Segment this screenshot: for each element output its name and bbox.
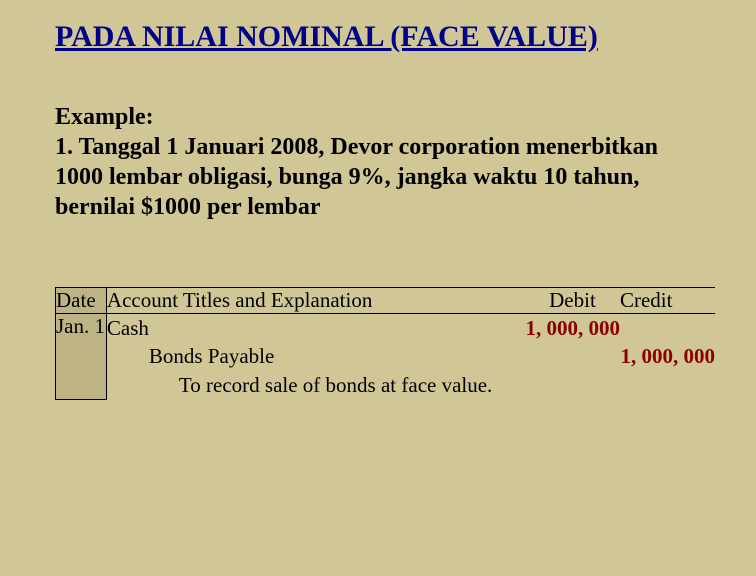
cell-date: Jan. 1 — [56, 314, 107, 400]
cell-account: Cash Bonds Payable To record sale of bon… — [106, 314, 525, 400]
example-text: 1. Tanggal 1 Januari 2008, Devor corpora… — [55, 132, 701, 222]
table-row: Jan. 1 Cash Bonds Payable To record sale… — [56, 314, 716, 400]
journal-entry-table: Date Account Titles and Explanation Debi… — [55, 287, 715, 400]
account-line-bonds: Bonds Payable — [107, 342, 525, 370]
account-line-cash: Cash — [107, 314, 525, 342]
table-header-row: Date Account Titles and Explanation Debi… — [56, 288, 716, 314]
debit-amount: 1, 000, 000 — [525, 316, 620, 341]
cell-credit: 1, 000, 000 — [620, 314, 715, 400]
account-line-explanation: To record sale of bonds at face value. — [107, 371, 525, 399]
slide-title: PADA NILAI NOMINAL (FACE VALUE) — [55, 20, 701, 54]
header-credit: Credit — [620, 288, 715, 314]
credit-amount: 1, 000, 000 — [620, 344, 715, 369]
header-account: Account Titles and Explanation — [106, 288, 525, 314]
header-debit: Debit — [525, 288, 620, 314]
header-date: Date — [56, 288, 107, 314]
example-block: Example: 1. Tanggal 1 Januari 2008, Devo… — [55, 102, 701, 222]
example-label: Example: — [55, 102, 701, 132]
cell-debit: 1, 000, 000 — [525, 314, 620, 400]
